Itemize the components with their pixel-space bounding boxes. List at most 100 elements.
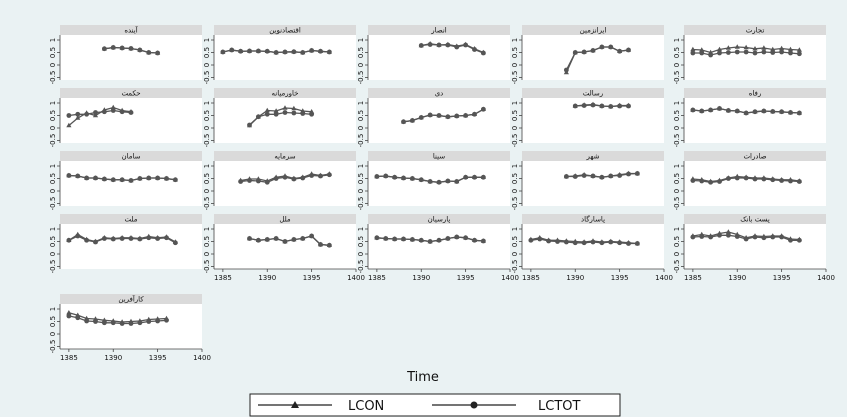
point-LCTOT	[137, 320, 143, 326]
panel-strip	[684, 88, 826, 98]
point-LCTOT	[454, 179, 460, 184]
panel-title: پست بانک	[740, 216, 770, 224]
y-tick-label: -0.5	[673, 71, 681, 85]
panel-5: تجارت 1 0.5 0 -0.5	[673, 25, 826, 84]
y-tick-label: -0.5	[49, 197, 57, 211]
point-LCTOT	[84, 111, 90, 117]
point-LCTOT	[66, 237, 72, 243]
point-LCTOT	[392, 236, 398, 242]
y-tick-label: 1	[49, 227, 57, 231]
point-LCTOT	[409, 176, 415, 181]
panel-title: ملت	[125, 216, 138, 224]
point-LCTOT	[155, 50, 161, 56]
panel-title: سرمایه	[274, 153, 295, 161]
point-LCTOT	[472, 47, 477, 52]
point-LCTOT	[788, 237, 793, 243]
point-LCTOT	[563, 174, 569, 179]
point-LCON	[770, 46, 776, 52]
point-LCTOT	[752, 50, 758, 56]
panel-title: ایرانزمین	[580, 27, 607, 35]
point-LCTOT	[599, 174, 605, 180]
point-LCTOT	[128, 110, 134, 115]
point-LCTOT	[146, 175, 152, 181]
point-LCTOT	[119, 177, 125, 183]
y-tick-label: 0	[49, 126, 57, 130]
panel-strip	[214, 214, 356, 224]
panel-title: رفاه	[749, 90, 762, 98]
point-LCON	[796, 47, 802, 52]
point-LCTOT	[445, 114, 451, 120]
point-LCTOT	[563, 67, 569, 73]
point-LCTOT	[537, 236, 543, 242]
panel-strip	[684, 214, 826, 224]
point-LCTOT	[238, 179, 244, 184]
point-LCTOT	[796, 51, 802, 57]
point-LCTOT	[454, 113, 460, 119]
point-LCTOT	[708, 107, 714, 113]
point-LCTOT	[119, 45, 125, 51]
panel-10: رفاه 1 0.5 0 -0.5	[673, 88, 826, 147]
point-LCTOT	[318, 48, 323, 54]
point-LCTOT	[383, 173, 389, 179]
point-LCTOT	[427, 239, 433, 244]
point-LCTOT	[119, 236, 125, 241]
point-LCON	[110, 104, 116, 110]
point-LCTOT	[137, 236, 143, 242]
point-LCON	[66, 309, 72, 315]
point-LCTOT	[699, 108, 705, 114]
point-LCTOT	[326, 172, 332, 178]
x-tick-label: 1395	[611, 274, 629, 282]
panel-title: سینا	[433, 153, 445, 161]
point-LCTOT	[128, 236, 134, 241]
panel-plot-area	[522, 161, 664, 206]
point-LCTOT	[725, 232, 731, 238]
point-LCTOT	[128, 178, 134, 183]
point-LCTOT	[708, 234, 714, 240]
y-tick-label: 0	[673, 189, 681, 193]
panel-plot-area	[214, 161, 356, 206]
point-LCTOT	[164, 317, 169, 323]
point-LCTOT	[401, 236, 406, 242]
point-LCTOT	[717, 179, 722, 184]
point-LCTOT	[75, 315, 81, 321]
point-LCTOT	[599, 240, 605, 246]
y-tick-label: 1	[49, 38, 57, 42]
point-LCTOT	[608, 44, 614, 50]
point-LCTOT	[690, 107, 696, 113]
point-LCON	[779, 45, 785, 51]
point-LCTOT	[155, 175, 161, 181]
panel-plot-area	[684, 35, 826, 80]
panel-strip	[522, 151, 664, 161]
panel-title: صادرات	[743, 153, 766, 161]
point-LCTOT	[282, 49, 288, 55]
point-LCTOT	[779, 49, 785, 55]
y-tick-label: 1	[357, 101, 365, 105]
point-LCTOT	[110, 320, 116, 326]
point-LCTOT	[110, 45, 116, 50]
y-tick-label: 0	[357, 252, 365, 256]
panel-1: آینده 1 0.5 0 -0.5	[49, 25, 202, 84]
point-LCTOT	[137, 176, 143, 181]
x-tick-label: 1385	[214, 274, 232, 282]
series-line-LCTOT	[249, 235, 330, 246]
x-tick-label: 1400	[347, 274, 365, 282]
point-LCTOT	[725, 176, 731, 181]
panel-strip	[368, 214, 510, 224]
panel-title: دی	[435, 90, 444, 98]
point-LCTOT	[454, 234, 460, 240]
point-LCTOT	[291, 176, 297, 182]
y-tick-label: 0.5	[357, 236, 365, 247]
point-LCTOT	[555, 239, 560, 244]
point-LCON	[699, 47, 705, 52]
x-axis-title: Time	[406, 370, 439, 385]
point-LCTOT	[110, 177, 116, 183]
panel-strip	[60, 294, 202, 304]
point-LCTOT	[291, 237, 297, 242]
panel-title: شهر	[586, 153, 600, 161]
point-LCTOT	[454, 44, 460, 50]
y-tick-label: 1	[203, 38, 211, 42]
panel-plot-area	[60, 161, 202, 206]
point-LCTOT	[300, 50, 306, 55]
point-LCTOT	[220, 49, 226, 55]
